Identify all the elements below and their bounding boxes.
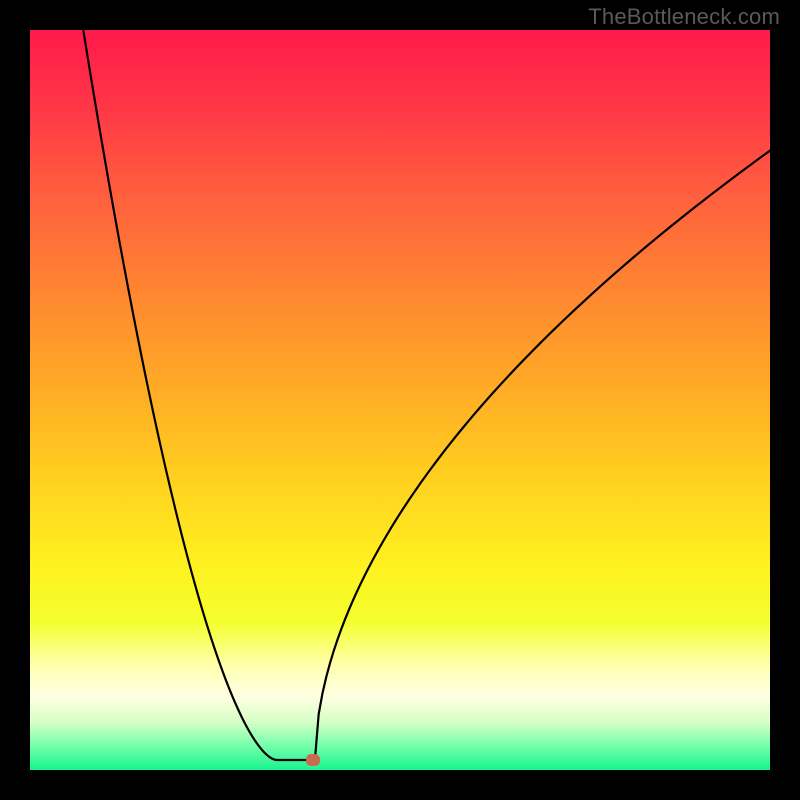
chart-plot-area [30,30,770,770]
chart-curve [30,30,770,770]
chart-minimum-marker [306,754,320,766]
watermark-text: TheBottleneck.com [588,4,780,30]
